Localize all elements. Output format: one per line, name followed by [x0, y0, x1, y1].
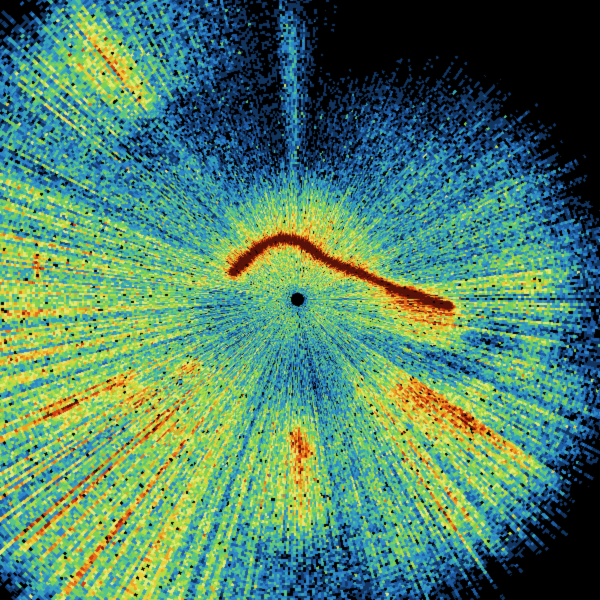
radar-display	[0, 0, 600, 600]
radar-ppi-canvas	[0, 0, 600, 600]
